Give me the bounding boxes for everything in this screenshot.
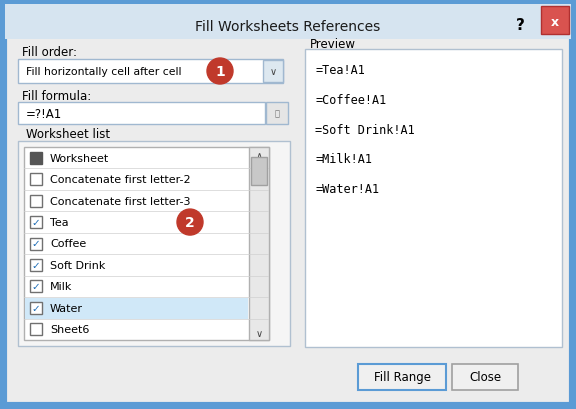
Text: ✓: ✓ xyxy=(32,239,40,249)
Bar xyxy=(305,50,562,347)
Text: Fill horizontally cell after cell: Fill horizontally cell after cell xyxy=(26,67,181,77)
Text: Water: Water xyxy=(50,303,83,313)
Text: 1: 1 xyxy=(215,65,225,79)
Bar xyxy=(30,195,42,207)
Bar xyxy=(18,60,283,84)
Bar xyxy=(30,281,42,293)
Bar xyxy=(452,364,518,390)
Text: Concatenate first letter-3: Concatenate first letter-3 xyxy=(50,196,191,206)
Text: Concatenate first letter-2: Concatenate first letter-2 xyxy=(50,175,191,185)
Text: =Coffee!A1: =Coffee!A1 xyxy=(315,93,386,106)
Bar xyxy=(5,5,571,40)
Text: =Soft Drink!A1: =Soft Drink!A1 xyxy=(315,123,415,136)
Bar xyxy=(30,174,42,186)
Bar xyxy=(358,364,446,390)
Text: Preview: Preview xyxy=(310,37,356,50)
Text: ✓: ✓ xyxy=(32,260,40,270)
Bar xyxy=(263,61,283,83)
Bar xyxy=(30,216,42,229)
Text: x: x xyxy=(551,16,559,29)
Bar xyxy=(30,302,42,314)
Text: ✓: ✓ xyxy=(32,282,40,292)
Text: 2: 2 xyxy=(185,216,195,229)
Bar xyxy=(24,148,269,340)
Bar xyxy=(30,152,42,164)
Bar xyxy=(251,157,267,186)
Text: Close: Close xyxy=(469,371,501,384)
Text: 🔒: 🔒 xyxy=(275,109,279,118)
Bar xyxy=(541,7,569,35)
Bar xyxy=(18,103,265,125)
Circle shape xyxy=(207,59,233,85)
Text: Worksheet: Worksheet xyxy=(50,153,109,163)
Bar xyxy=(18,142,290,346)
Text: Soft Drink: Soft Drink xyxy=(50,260,105,270)
Bar xyxy=(30,324,42,335)
Bar xyxy=(249,148,269,340)
Text: ∨: ∨ xyxy=(270,67,276,77)
Text: =Tea!A1: =Tea!A1 xyxy=(315,63,365,76)
Text: =?!A1: =?!A1 xyxy=(26,107,62,120)
Bar xyxy=(266,103,288,125)
Circle shape xyxy=(177,209,203,236)
Text: Fill Range: Fill Range xyxy=(373,371,430,384)
Bar xyxy=(25,299,248,319)
Text: Fill Worksheets References: Fill Worksheets References xyxy=(195,20,381,34)
Text: Fill formula:: Fill formula: xyxy=(22,89,91,102)
Text: ∨: ∨ xyxy=(255,328,263,338)
Text: Fill order:: Fill order: xyxy=(22,45,77,58)
Text: ✓: ✓ xyxy=(32,303,40,313)
Text: Tea: Tea xyxy=(50,218,69,227)
Text: ?: ? xyxy=(516,18,524,32)
Text: ∧: ∧ xyxy=(255,151,263,161)
Text: Sheet6: Sheet6 xyxy=(50,324,89,335)
Text: ✓: ✓ xyxy=(32,218,40,227)
Text: Coffee: Coffee xyxy=(50,239,86,249)
Bar xyxy=(30,259,42,271)
Text: Worksheet list: Worksheet list xyxy=(26,128,110,141)
Text: =Water!A1: =Water!A1 xyxy=(315,183,379,196)
Text: Milk: Milk xyxy=(50,282,73,292)
Bar xyxy=(30,238,42,250)
Text: =Milk!A1: =Milk!A1 xyxy=(315,153,372,166)
